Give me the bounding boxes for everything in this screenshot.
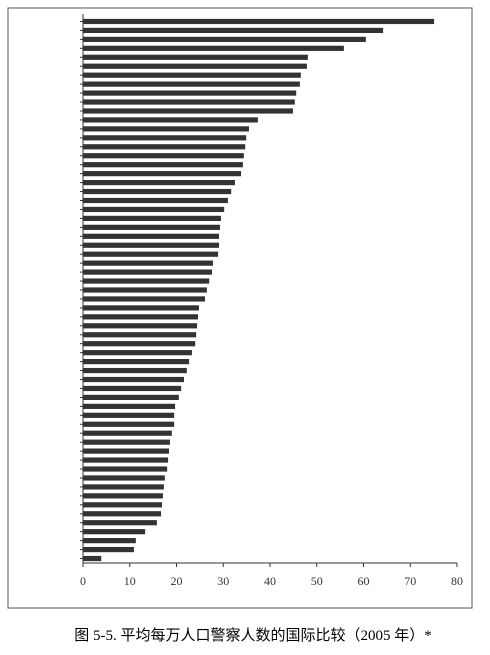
bar	[83, 251, 219, 257]
bar	[83, 144, 246, 150]
bar	[83, 385, 182, 392]
bar	[83, 403, 176, 409]
bar	[83, 153, 244, 159]
bar	[83, 269, 213, 275]
bar	[83, 538, 136, 544]
bar	[83, 448, 170, 454]
bar	[83, 206, 225, 213]
bar	[83, 287, 207, 293]
x-tick-label: 40	[264, 574, 276, 588]
bar	[83, 493, 163, 499]
bar	[83, 72, 301, 78]
bar	[83, 529, 146, 535]
x-tick-label: 70	[404, 574, 416, 588]
bar	[83, 439, 170, 445]
bar	[83, 215, 221, 221]
x-tick-label: 20	[171, 574, 183, 588]
bar	[83, 224, 220, 230]
bar	[83, 45, 344, 51]
bar	[83, 457, 169, 463]
bar	[83, 278, 210, 284]
bar	[83, 555, 102, 562]
bar	[83, 188, 232, 195]
bar	[83, 296, 206, 302]
bar	[83, 197, 228, 204]
bar	[83, 359, 190, 365]
bar	[83, 90, 297, 96]
bar	[83, 394, 179, 401]
bar	[83, 63, 307, 69]
bar	[83, 484, 164, 490]
bar	[83, 81, 300, 87]
x-tick-label: 10	[124, 574, 136, 588]
bar	[83, 54, 308, 60]
x-tick-label: 80	[451, 574, 463, 588]
bar	[83, 367, 187, 374]
bar	[83, 332, 197, 338]
bar	[83, 546, 134, 553]
bar	[83, 475, 165, 481]
bar	[83, 171, 242, 177]
bar	[83, 421, 175, 427]
bar	[83, 260, 213, 266]
bar	[83, 511, 162, 517]
bar	[83, 108, 293, 114]
bar	[83, 179, 235, 186]
bar	[83, 117, 258, 123]
bar	[83, 314, 199, 320]
caption: 图 5-5. 平均每万人口警察人数的国际比较（2005 年）*	[74, 626, 432, 644]
bar	[83, 233, 220, 239]
bar	[83, 135, 247, 141]
bar	[83, 430, 172, 436]
x-tick-label: 30	[217, 574, 229, 588]
bar	[83, 242, 220, 248]
bar	[83, 36, 366, 42]
bar	[83, 466, 168, 472]
bar	[83, 323, 198, 329]
bar	[83, 520, 157, 526]
bar	[83, 126, 249, 132]
bar	[83, 412, 175, 418]
frame	[7, 7, 473, 609]
bar	[83, 376, 184, 383]
bar	[83, 350, 192, 356]
bar	[83, 341, 196, 347]
bar	[83, 99, 295, 105]
bar	[83, 502, 163, 508]
bar	[83, 18, 435, 25]
bar	[83, 305, 199, 311]
bar	[83, 27, 384, 34]
x-tick-label: 0	[80, 574, 86, 588]
x-tick-label: 60	[358, 574, 370, 588]
x-tick-label: 50	[311, 574, 323, 588]
bar	[83, 162, 243, 168]
